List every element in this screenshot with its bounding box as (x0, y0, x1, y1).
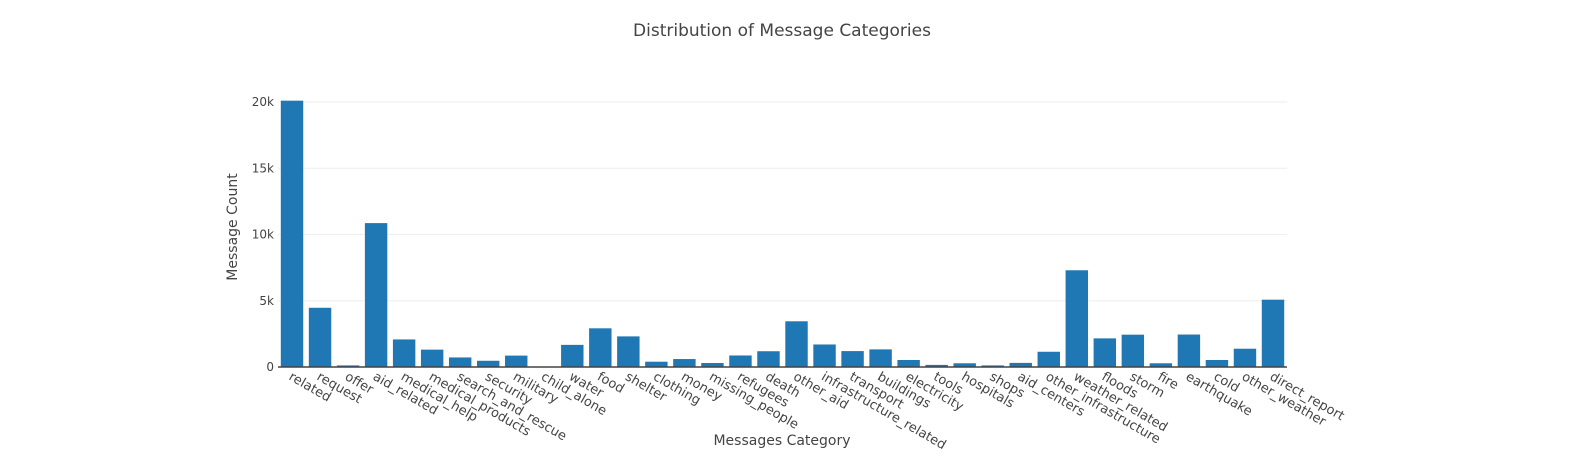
bar-medical-help (392, 339, 416, 367)
bars (280, 100, 1285, 368)
y-axis-ticks: 0 5k 10k 15k 20k (252, 95, 274, 374)
bar-security (476, 360, 500, 367)
bar-request (308, 307, 332, 367)
bar-shelter (617, 336, 640, 367)
chart-title: Distribution of Message Categories (633, 21, 931, 41)
y-tick-label: 20k (252, 95, 274, 109)
bar-water (561, 344, 584, 367)
bar-search-and-rescue (448, 357, 472, 367)
bar-other-aid (785, 321, 808, 367)
bar-clothing (645, 361, 668, 367)
bar-storm (1121, 334, 1145, 367)
x-axis-title: Messages Category (713, 433, 850, 449)
bar-offer (336, 365, 360, 367)
bar-death (757, 351, 780, 367)
bar-aid-related (364, 223, 388, 367)
bar-aid-centers (1009, 362, 1032, 367)
bar-buildings (869, 349, 892, 367)
bar-related (280, 100, 304, 368)
bar-hospitals (953, 363, 976, 367)
y-axis-title: Message Count (225, 173, 241, 281)
bar-floods (1093, 338, 1117, 367)
bar-missing-people (701, 363, 724, 367)
bar-direct-report (1261, 299, 1285, 367)
gridlines (278, 101, 1287, 302)
bar-transport (841, 351, 864, 367)
y-tick-label: 5k (259, 294, 274, 308)
bar-food (589, 328, 612, 367)
bar-weather-related (1065, 270, 1089, 367)
bar-fire (1149, 363, 1173, 367)
bar-refugees (729, 355, 752, 367)
y-tick-label: 15k (252, 161, 274, 175)
bar-military (505, 355, 528, 367)
bar-other-infrastructure (1037, 351, 1060, 367)
bar-tools (925, 364, 948, 367)
bar-electricity (897, 359, 920, 367)
bar-shops (981, 365, 1004, 367)
bar-medical-products (420, 349, 444, 367)
y-tick-label: 0 (266, 360, 274, 374)
bar-cold (1205, 359, 1229, 367)
bar-other-weather (1233, 348, 1257, 367)
bar-earthquake (1177, 334, 1201, 367)
bar-infrastructure-related (813, 344, 836, 367)
bar-money (673, 359, 696, 367)
y-tick-label: 10k (252, 228, 274, 242)
